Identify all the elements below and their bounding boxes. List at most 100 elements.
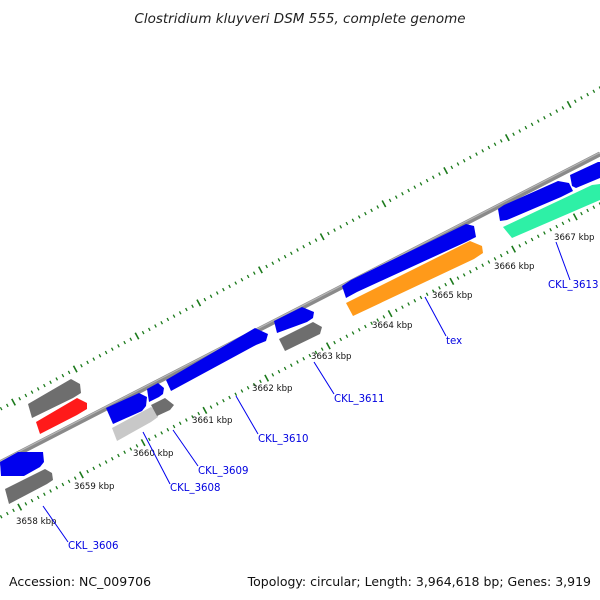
inner-tick: [555, 224, 559, 229]
inner-tick: [357, 328, 361, 332]
gene-arrow-ckl-3608-light[interactable]: [112, 407, 158, 441]
inner-tick: [530, 237, 534, 242]
scale-label: 3658 kbp: [16, 517, 57, 527]
forward-features: [0, 162, 600, 476]
inner-tick: [456, 276, 460, 280]
inner-tick: [172, 424, 176, 429]
gene-arrow-ckl-3613[interactable]: [498, 181, 573, 221]
inner-tick: [228, 395, 231, 400]
outer-tick: [357, 215, 361, 219]
gene-label[interactable]: CKL_3606: [68, 541, 119, 552]
inner-tick: [370, 321, 373, 326]
gene-label[interactable]: CKL_3610: [258, 434, 309, 445]
outer-tick: [160, 320, 164, 325]
outer-tick: [381, 200, 387, 208]
gene-label[interactable]: CKL_3613: [548, 280, 599, 291]
outer-tick: [469, 155, 472, 160]
outer-tick: [351, 218, 355, 222]
outer-tick: [561, 106, 565, 110]
inner-tick: [252, 382, 256, 387]
inner-tick: [401, 305, 404, 309]
gene-arrow-tex[interactable]: [342, 224, 476, 298]
gene-arrow-ckl-3608[interactable]: [106, 393, 147, 424]
inner-tick: [49, 489, 52, 493]
gene-leader-line: [555, 241, 571, 281]
inner-tick: [117, 453, 120, 458]
inner-tick: [524, 240, 528, 245]
gene-arrow-ckl-3606[interactable]: [0, 452, 44, 476]
gene-label[interactable]: tex: [446, 336, 462, 347]
gene-arrow-ckl-3609[interactable]: [147, 383, 164, 402]
outer-tick: [450, 165, 454, 170]
outer-tick: [319, 233, 325, 241]
inner-tick: [481, 263, 485, 268]
outer-tick: [333, 228, 336, 232]
gene-arrow-ckl-3607[interactable]: [5, 469, 53, 504]
inner-tick: [325, 342, 331, 350]
gene-arrow-ckl-3610[interactable]: [166, 328, 268, 391]
inner-tick: [178, 421, 182, 426]
outer-tick: [512, 132, 515, 137]
outer-tick: [524, 125, 528, 130]
gene-arrow-ckl-3605[interactable]: [28, 379, 81, 418]
inner-tick: [222, 398, 225, 403]
inner-tick: [549, 228, 552, 232]
inner-tick: [135, 444, 139, 448]
outer-tick: [388, 198, 392, 203]
inner-tick: [104, 460, 108, 464]
inner-tick: [202, 406, 208, 414]
inner-tick: [499, 253, 503, 258]
outer-tick: [67, 370, 71, 375]
gene-leader-line: [235, 395, 259, 435]
outer-tick: [98, 354, 102, 358]
outer-tick: [209, 294, 213, 299]
gene-label[interactable]: CKL_3611: [334, 394, 385, 405]
inner-tick: [215, 402, 219, 406]
inner-tick: [314, 350, 318, 355]
outer-tick: [104, 350, 108, 355]
inner-tick: [73, 476, 77, 480]
scale-label: 3660 kbp: [133, 449, 174, 459]
inner-tick: [333, 340, 336, 345]
inner-tick: [419, 295, 423, 300]
outer-tick: [283, 254, 287, 259]
outer-tick: [345, 221, 349, 226]
outer-tick: [141, 330, 145, 335]
outer-tick: [30, 390, 34, 394]
inner-tick: [511, 245, 517, 253]
outer-tick: [443, 167, 449, 175]
outer-tick: [6, 403, 9, 408]
gene-arrow-ckl-3611[interactable]: [274, 307, 314, 333]
inner-tick: [92, 466, 96, 471]
outer-tick: [49, 380, 52, 384]
outer-tick: [11, 398, 16, 406]
outer-tick: [154, 324, 157, 328]
inner-tick: [140, 438, 146, 447]
outer-tick: [407, 188, 410, 193]
inner-tick: [43, 492, 46, 496]
inner-tick: [277, 369, 281, 374]
gene-arrow-tex-orange[interactable]: [346, 241, 483, 316]
outer-tick: [431, 175, 435, 180]
inner-tick: [289, 363, 293, 367]
gene-arrow-next[interactable]: [570, 162, 600, 188]
gene-arrow-ckl-3611-gray[interactable]: [279, 322, 322, 351]
inner-tick: [6, 511, 9, 516]
gene-label[interactable]: CKL_3608: [170, 483, 221, 494]
outer-tick: [55, 377, 59, 381]
inner-tick: [302, 357, 306, 361]
map-title: Clostridium kluyveri DSM 555, complete g…: [134, 11, 465, 27]
inner-tick: [382, 315, 386, 319]
outer-tick: [487, 145, 491, 150]
scale-label: 3664 kbp: [372, 321, 413, 331]
gene-arrow-ckl-3609-gray[interactable]: [151, 398, 174, 416]
gene-label[interactable]: CKL_3609: [198, 466, 249, 477]
inner-tick: [469, 269, 472, 274]
scale-label: 3663 kbp: [311, 352, 352, 362]
inner-tick: [444, 282, 448, 287]
outer-tick: [504, 133, 510, 142]
inner-tick: [320, 347, 324, 351]
gene-arrow-ckl-3613-teal[interactable]: [503, 184, 600, 238]
inner-tick: [351, 331, 355, 335]
gene-arrow-ckl-3605-red[interactable]: [36, 398, 87, 434]
